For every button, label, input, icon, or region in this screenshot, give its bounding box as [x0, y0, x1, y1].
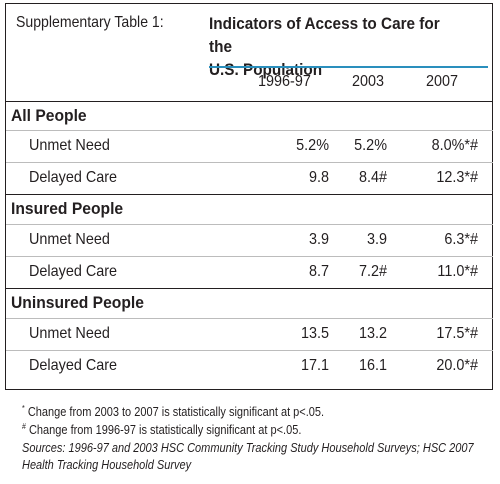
table-title: Indicators of Access to Care for the U.S… [209, 12, 452, 81]
cell: 6.3*# [444, 231, 478, 248]
row-divider [6, 130, 493, 131]
sources-line-2: Health Tracking Household Survey [22, 458, 192, 472]
cell: 8.7 [308, 263, 329, 280]
column-header-2003: 2003 [352, 73, 385, 90]
table-title-line-2: U.S. Population [209, 60, 323, 79]
row-divider [6, 350, 493, 351]
divider [6, 288, 493, 289]
row-divider [6, 318, 493, 319]
divider [6, 194, 493, 195]
cell: 16.1 [358, 357, 387, 374]
cell: 17.1 [300, 357, 329, 374]
cell: 13.5 [300, 325, 329, 342]
row-divider [6, 162, 493, 163]
title-accent-rule [209, 66, 488, 68]
group-header-all-people: All People [11, 106, 87, 125]
table-title-line-1: Indicators of Access to Care for the [209, 14, 440, 56]
cell: 5.2% [296, 137, 329, 154]
cell: 11.0*# [437, 263, 478, 280]
cell: 8.0%*# [431, 137, 478, 154]
footnote-hash: # Change from 1996-97 is statistically s… [22, 421, 302, 437]
cell: 20.0*# [436, 357, 478, 374]
cell: 5.2% [354, 137, 387, 154]
row-divider [6, 224, 493, 225]
footnote-star-text: Change from 2003 to 2007 is statisticall… [27, 405, 325, 419]
cell: 17.5*# [436, 325, 478, 342]
row-label: Unmet Need [29, 137, 110, 154]
group-header-uninsured-people: Uninsured People [11, 293, 144, 312]
table-frame [5, 3, 493, 390]
group-header-insured-people: Insured People [11, 199, 124, 218]
cell: 3.9 [308, 231, 329, 248]
table-caption: Supplementary Table 1: [16, 14, 164, 31]
cell: 8.4# [358, 169, 387, 186]
row-label: Delayed Care [29, 169, 118, 186]
column-header-1996-97: 1996-97 [258, 73, 311, 90]
row-label: Delayed Care [29, 357, 118, 374]
sources-line-1: Sources: 1996-97 and 2003 HSC Community … [22, 441, 474, 455]
cell: 7.2# [358, 263, 387, 280]
cell: 12.3*# [436, 169, 478, 186]
cell: 3.9 [366, 231, 387, 248]
cell: 9.8 [308, 169, 329, 186]
footnote-star-mark: * [22, 403, 25, 413]
footnote-star: * Change from 2003 to 2007 is statistica… [22, 403, 325, 419]
column-header-2007: 2007 [426, 73, 459, 90]
row-label: Delayed Care [29, 263, 118, 280]
row-label: Unmet Need [29, 325, 110, 342]
cell: 13.2 [358, 325, 387, 342]
row-label: Unmet Need [29, 231, 110, 248]
row-divider [6, 256, 493, 257]
footnote-hash-text: Change from 1996-97 is statistically sig… [28, 423, 302, 437]
footnote-hash-mark: # [22, 421, 26, 431]
divider [6, 101, 493, 102]
